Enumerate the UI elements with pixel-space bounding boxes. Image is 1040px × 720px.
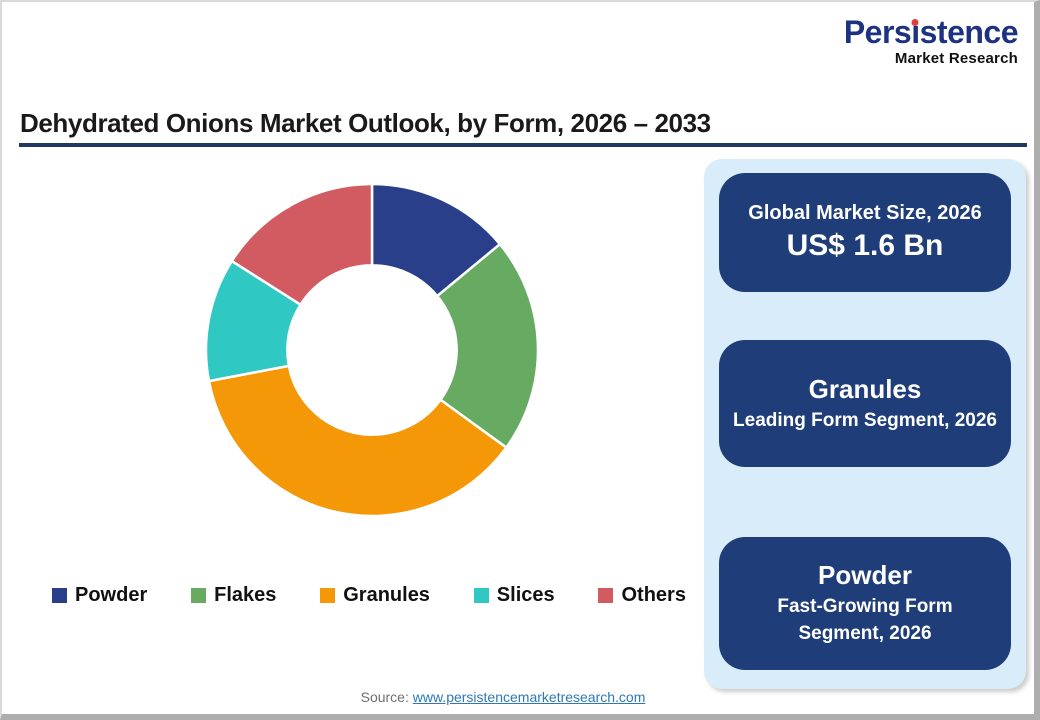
legend-label: Granules [343, 584, 430, 606]
leading-segment-card-title: Granules [808, 373, 922, 404]
market-size-card-title: Global Market Size, 2026 [748, 202, 982, 225]
persistence-market-research-logo: Persı stence Market Research [843, 14, 1019, 67]
logo-brand-part3: stence [919, 14, 1019, 50]
legend-item-powder: Powder [52, 584, 147, 607]
logo-brand-part1: Pers [843, 14, 912, 50]
market-size-card: Global Market Size, 2026 US$ 1.6 Bn [719, 173, 1011, 292]
slices-swatch-icon [473, 588, 489, 603]
fast-growing-segment-card-subtitle: Fast-Growing Form Segment, 2026 [777, 595, 953, 645]
legend-item-others: Others [598, 584, 686, 607]
legend-item-flakes: Flakes [191, 584, 276, 607]
source-line: Source: www.persistencemarketresearch.co… [2, 689, 1004, 705]
donut-segment-granules [207, 364, 508, 518]
legend-label: Powder [75, 584, 148, 606]
legend-item-granules: Granules [320, 584, 430, 607]
chart-legend: Powder Flakes Granules Slices Others [52, 584, 686, 607]
flakes-swatch-icon [191, 588, 207, 603]
source-link[interactable]: www.persistencemarketresearch.com [412, 689, 646, 705]
donut-segment-flakes [435, 242, 540, 449]
logo-i-dot-icon [911, 19, 919, 26]
fast-growing-segment-card-title: Powder [818, 560, 912, 591]
granules-swatch-icon [320, 588, 336, 603]
legend-label: Flakes [214, 584, 277, 606]
market-size-card-value: US$ 1.6 Bn [786, 229, 944, 263]
highlights-panel: Global Market Size, 2026 US$ 1.6 Bn Gran… [704, 159, 1026, 689]
legend-label: Slices [496, 584, 555, 606]
logo-subtitle: Market Research [894, 50, 1018, 67]
powder-swatch-icon [52, 588, 67, 603]
donut-chart [204, 182, 540, 518]
leading-segment-card: Granules Leading Form Segment, 2026 [719, 340, 1011, 467]
source-label: Source: [360, 689, 409, 705]
legend-item-slices: Slices [473, 584, 555, 607]
legend-label: Others [621, 584, 686, 606]
title-underline [19, 143, 1027, 147]
donut-segment-others [230, 182, 374, 306]
page-title: Dehydrated Onions Market Outlook, by For… [20, 108, 711, 138]
leading-segment-card-subtitle: Leading Form Segment, 2026 [733, 409, 997, 431]
logo-brand-text: Persı stence [843, 14, 1019, 50]
others-swatch-icon [598, 588, 614, 603]
logo-brand-part2: ı [911, 14, 920, 50]
fast-growing-segment-card: Powder Fast-Growing Form Segment, 2026 [719, 537, 1011, 670]
